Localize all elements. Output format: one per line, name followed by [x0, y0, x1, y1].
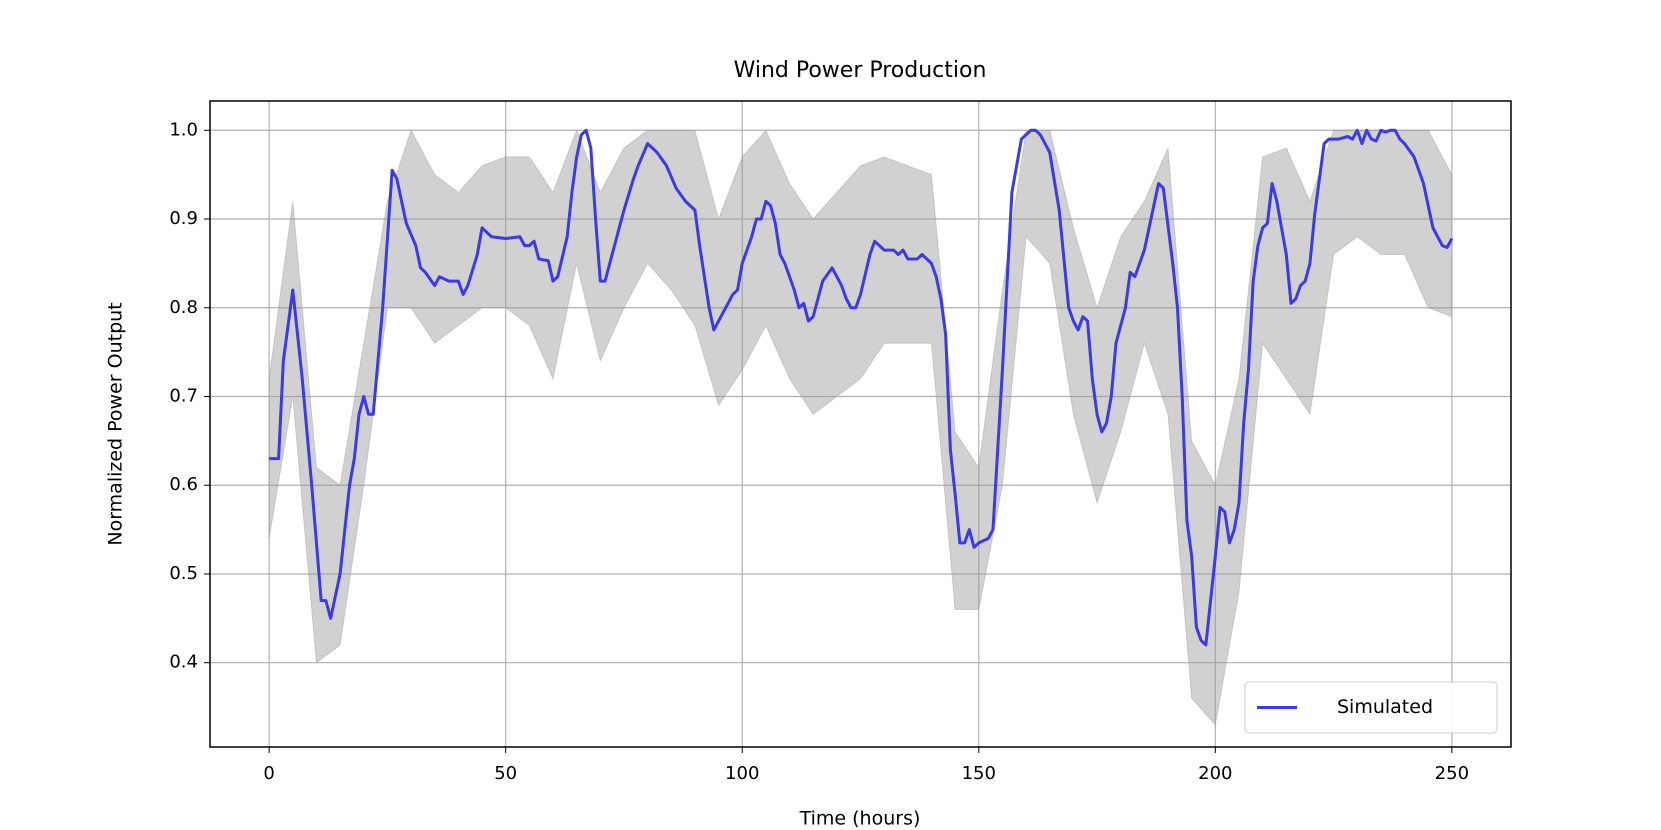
ensemble-band: [268, 128, 1453, 726]
x-tick-label: 50: [494, 763, 517, 784]
series-line: [269, 128, 1454, 647]
y-tick-label: 0.5: [169, 563, 198, 584]
x-tick-label: 250: [1435, 763, 1469, 784]
y-tick-label: 0.9: [169, 208, 198, 229]
x-tick-label: 0: [263, 763, 274, 784]
y-tick-label: 0.6: [169, 474, 198, 495]
x-tick-label: 100: [725, 763, 759, 784]
y-axis-label: Normalized Power Output: [105, 302, 127, 545]
y-tick-label: 0.8: [169, 297, 198, 318]
x-axis-label: Time (hours): [799, 808, 921, 830]
y-tick-label: 1.0: [169, 119, 198, 140]
x-tick-label: 150: [962, 763, 996, 784]
y-tick-label: 0.7: [169, 385, 198, 406]
chart-title: Wind Power Production: [734, 58, 987, 83]
plot-frame: [209, 100, 1512, 748]
legend-label: Simulated: [1337, 696, 1433, 718]
x-tick-label: 200: [1198, 763, 1232, 784]
legend: Simulated: [1244, 681, 1498, 734]
legend-box: [1244, 681, 1498, 734]
y-tick-label: 0.4: [169, 652, 198, 673]
